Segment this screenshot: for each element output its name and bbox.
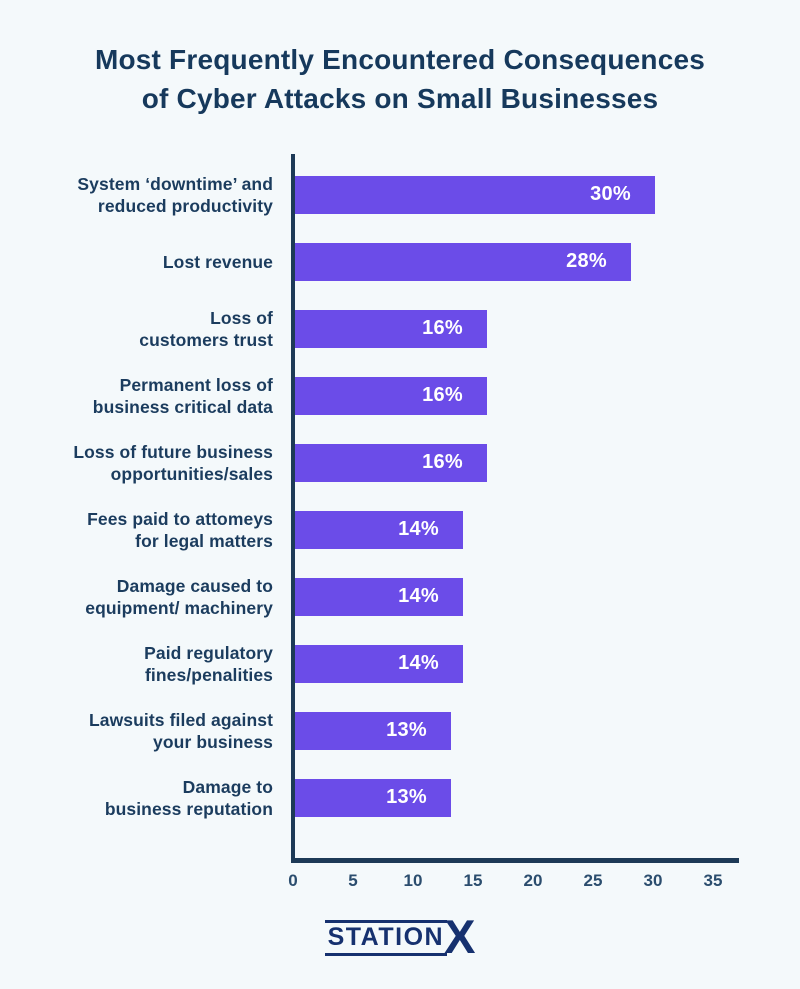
x-tick: 20 xyxy=(523,871,543,890)
bar-row: 13% xyxy=(295,697,739,764)
bar-attorney-fees: 14% xyxy=(295,510,463,549)
bar-row: 28% xyxy=(295,228,739,295)
category-label: Lawsuits filed against your business xyxy=(88,709,273,752)
category-label: Loss of future business opportunities/sal… xyxy=(73,441,273,484)
category-label: Lost revenue xyxy=(162,251,273,272)
category-label: System ‘downtime’ and reduced productivit… xyxy=(77,173,273,216)
bar-system-downtime: 30% xyxy=(295,175,655,214)
category-label: Damage to business reputation xyxy=(104,776,273,819)
x-axis-ticks: 0 5 10 15 20 25 30 35 xyxy=(288,863,739,897)
bar-value-label: 28% xyxy=(566,250,607,272)
bar-regulatory-fines: 14% xyxy=(295,644,463,683)
category-label: Paid regulatory fines/penalities xyxy=(144,642,273,685)
bar-equipment-damage: 14% xyxy=(295,577,463,616)
x-tick: 30 xyxy=(643,871,663,890)
bar-row: 14% xyxy=(295,563,739,630)
x-tick: 10 xyxy=(403,871,423,890)
x-tick: 5 xyxy=(348,871,358,890)
bar-future-opportunities: 16% xyxy=(295,443,487,482)
stationx-logo-x: X xyxy=(444,910,476,963)
chart-title: Most Frequently Encountered Consequences… xyxy=(0,0,800,118)
category-label: Loss of customers trust xyxy=(139,307,273,350)
bar-row: 16% xyxy=(295,295,739,362)
bar-value-label: 16% xyxy=(422,384,463,406)
bar-row: 16% xyxy=(295,362,739,429)
category-label: Permanent loss of business critical data xyxy=(92,374,273,417)
x-tick: 15 xyxy=(463,871,483,890)
bar-value-label: 13% xyxy=(386,786,427,808)
bar-value-label: 13% xyxy=(386,719,427,741)
stationx-logo: STATION X xyxy=(0,910,800,963)
x-tick: 35 xyxy=(703,871,723,890)
category-label: Fees paid to attomeys for legal matters xyxy=(87,508,273,551)
bar-lawsuits: 13% xyxy=(295,711,451,750)
stationx-logo-text: STATION xyxy=(324,919,448,956)
chart-title-line2: of Cyber Attacks on Small Businesses xyxy=(141,83,659,114)
bar-loss-customers-trust: 16% xyxy=(295,309,487,348)
bar-value-label: 16% xyxy=(422,451,463,473)
x-tick: 25 xyxy=(583,871,603,890)
x-tick: 0 xyxy=(288,871,298,890)
bar-value-label: 14% xyxy=(398,585,439,607)
bar-row: 30% xyxy=(295,161,739,228)
bar-row: 14% xyxy=(295,496,739,563)
bar-reputation-damage: 13% xyxy=(295,778,451,817)
bar-value-label: 30% xyxy=(590,183,631,205)
plot-area: 30% 28% 16% 16% 16% 14% 14% 14% 13% 13% xyxy=(291,154,739,863)
bar-value-label: 16% xyxy=(422,317,463,339)
bar-lost-revenue: 28% xyxy=(295,242,631,281)
category-label: Damage caused to equipment/ machinery xyxy=(85,575,273,618)
bar-value-label: 14% xyxy=(398,652,439,674)
bar-chart: System ‘downtime’ and reduced productivit… xyxy=(0,154,800,863)
bar-row: 16% xyxy=(295,429,739,496)
bar-row: 14% xyxy=(295,630,739,697)
category-labels-column: System ‘downtime’ and reduced productivit… xyxy=(0,154,291,863)
chart-title-line1: Most Frequently Encountered Consequences xyxy=(94,44,706,75)
bar-row: 13% xyxy=(295,764,739,831)
bar-permanent-data-loss: 16% xyxy=(295,376,487,415)
bar-value-label: 14% xyxy=(398,518,439,540)
